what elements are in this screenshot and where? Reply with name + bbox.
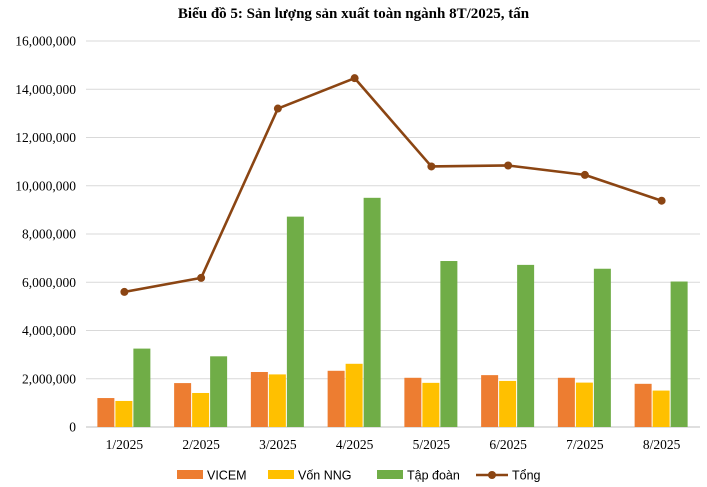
x-tick-label: 6/2025 [489, 437, 527, 452]
y-tick-label: 12,000,000 [15, 130, 76, 145]
bar-tập-đoàn [363, 197, 381, 427]
bar-vốn-nng [422, 382, 440, 427]
y-tick-label: 6,000,000 [22, 275, 76, 290]
bar-vicem [250, 371, 268, 427]
line-point [273, 104, 282, 113]
bar-vốn-nng [268, 374, 286, 427]
bar-vốn-nng [345, 363, 363, 427]
bar-vicem [327, 370, 345, 427]
line-point [350, 74, 359, 83]
y-tick-label: 16,000,000 [15, 34, 76, 49]
bar-vốn-nng [652, 390, 670, 427]
legend-label: Tổng [512, 469, 541, 483]
bar-tập-đoàn [670, 281, 688, 427]
legend-swatch [177, 470, 203, 479]
chart-title: Biểu đồ 5: Sản lượng sản xuất toàn ngành… [177, 6, 530, 22]
bar-tập-đoàn [517, 264, 535, 427]
legend-swatch [377, 470, 403, 479]
y-tick-label: 14,000,000 [15, 82, 76, 97]
x-tick-label: 8/2025 [643, 437, 681, 452]
x-tick-label: 4/2025 [336, 437, 374, 452]
line-series [124, 76, 663, 294]
y-tick-label: 10,000,000 [15, 178, 76, 193]
legend-label: Tập đoàn [407, 469, 460, 483]
line-point [580, 170, 589, 179]
legend-label: Vốn NNG [298, 469, 352, 483]
x-tick-label: 7/2025 [566, 437, 604, 452]
line-point [504, 161, 513, 170]
bar-vicem [404, 377, 422, 427]
line-point [657, 196, 666, 205]
line-point [120, 287, 129, 296]
bar-vicem [97, 398, 115, 427]
bar-tập-đoàn [440, 261, 458, 427]
bar-tập-đoàn [286, 216, 304, 427]
y-tick-label: 4,000,000 [22, 323, 76, 338]
bar-tập-đoàn [133, 348, 151, 427]
bar-vốn-nng [115, 400, 133, 427]
bar-vicem [634, 383, 652, 427]
legend-swatch-marker [488, 471, 496, 479]
legend-label: VICEM [207, 469, 247, 483]
x-tick-label: 1/2025 [106, 437, 144, 452]
y-tick-label: 0 [69, 420, 76, 435]
bar-vốn-nng [499, 380, 517, 427]
line-point [197, 273, 206, 282]
bar-vicem [481, 375, 499, 427]
bar-tập-đoàn [210, 356, 228, 427]
bar-vốn-nng [575, 382, 593, 427]
bar-vốn-nng [192, 392, 210, 427]
bar-vicem [557, 377, 575, 427]
bar-vicem [174, 383, 192, 427]
bar-tập-đoàn [593, 268, 611, 427]
x-tick-label: 5/2025 [413, 437, 451, 452]
line-point [427, 162, 436, 171]
x-tick-label: 2/2025 [182, 437, 220, 452]
legend-swatch [268, 470, 294, 479]
y-tick-label: 2,000,000 [22, 371, 76, 386]
x-tick-label: 3/2025 [259, 437, 297, 452]
y-tick-label: 8,000,000 [22, 227, 76, 242]
